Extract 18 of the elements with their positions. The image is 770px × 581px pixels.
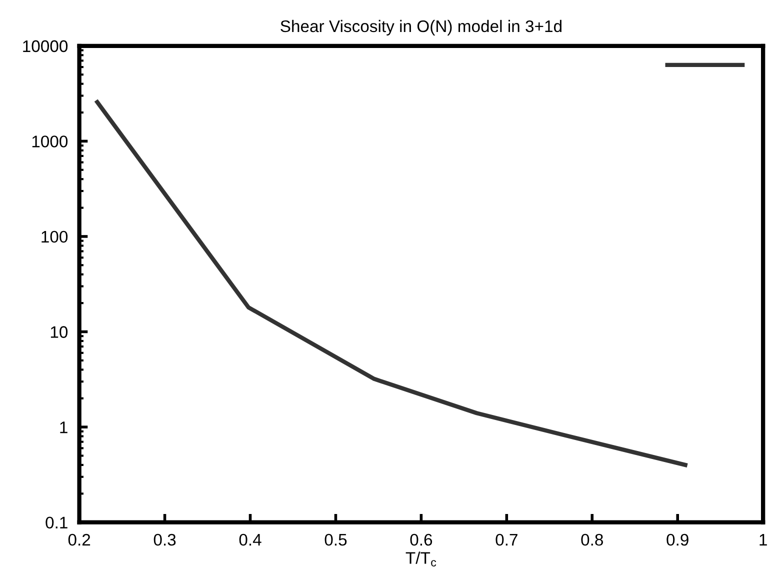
x-tick-label: 0.2 <box>68 534 90 546</box>
x-tick-label: 0.7 <box>496 534 518 546</box>
y-tick-label: 1000 <box>32 136 68 148</box>
x-tick-label: 0.8 <box>581 534 603 546</box>
y-tick-label: 100 <box>42 230 68 243</box>
y-tick-label: 0.1 <box>46 516 68 529</box>
y-tick-label: 10 <box>50 326 68 338</box>
x-axis-title: T/T$_{c}$ <box>406 552 436 566</box>
x-tick-label: 0.3 <box>154 534 176 546</box>
x-tick-label: 0.4 <box>239 534 262 546</box>
x-tick-label: 1 <box>760 534 767 546</box>
x-tick-label: 0.9 <box>666 534 688 546</box>
x-tick-label: 0.5 <box>324 534 347 546</box>
y-tick-label: 1 <box>60 422 68 434</box>
x-tick-label: 0.6 <box>410 534 432 546</box>
chart-title: Shear Viscosity in O(N) model in 3+1d <box>280 20 562 36</box>
line-series <box>95 100 688 468</box>
y-tick-label: 10000 <box>23 40 68 52</box>
